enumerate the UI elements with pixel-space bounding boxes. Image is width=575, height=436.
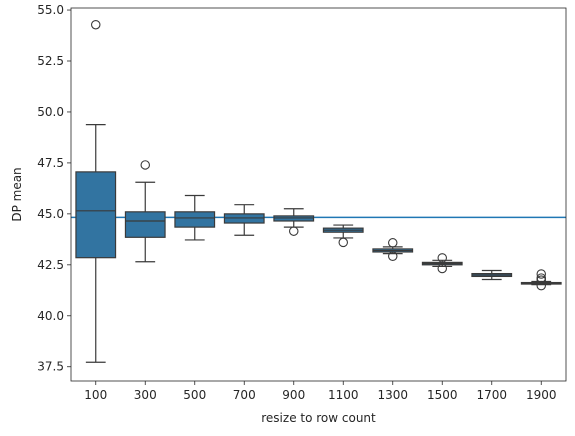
box-group bbox=[372, 238, 414, 262]
box-iqr bbox=[124, 211, 166, 238]
x-tick-label: 1100 bbox=[328, 388, 359, 402]
outlier-point bbox=[536, 280, 546, 291]
box-group bbox=[75, 19, 117, 363]
y-tick-label: 37.5 bbox=[37, 360, 64, 374]
y-tick-label: 55.0 bbox=[37, 3, 64, 17]
x-tick-label: 1900 bbox=[526, 388, 557, 402]
y-tick-label: 47.5 bbox=[37, 156, 64, 170]
y-tick-label: 52.5 bbox=[37, 54, 64, 68]
box-group bbox=[471, 269, 513, 281]
box-group bbox=[322, 224, 364, 248]
box-iqr bbox=[75, 171, 117, 259]
x-tick-label: 100 bbox=[84, 388, 107, 402]
x-tick-label: 900 bbox=[282, 388, 305, 402]
outlier-point bbox=[536, 269, 546, 279]
outlier-point bbox=[437, 253, 447, 263]
y-tick-label: 40.0 bbox=[37, 309, 64, 323]
box-group bbox=[421, 253, 463, 274]
plot-frame bbox=[70, 7, 567, 382]
x-tick-label: 300 bbox=[134, 388, 157, 402]
y-tick-label: 50.0 bbox=[37, 105, 64, 119]
box-group bbox=[174, 194, 216, 241]
x-tick-label: 1700 bbox=[476, 388, 507, 402]
y-tick-label: 42.5 bbox=[37, 258, 64, 272]
outlier-point bbox=[387, 238, 398, 248]
outlier-point bbox=[91, 19, 101, 30]
axis-ticks: 37.5 40.0 42.5 45.0 47.5 50.0 52.5 55.0 100 300 50… bbox=[37, 3, 556, 402]
outlier-point bbox=[387, 251, 398, 262]
box-iqr bbox=[174, 211, 216, 228]
x-axis-label: resize to row count bbox=[261, 411, 376, 425]
box-group bbox=[273, 208, 315, 236]
boxes-layer bbox=[75, 19, 562, 363]
outlier-point bbox=[437, 263, 447, 274]
x-tick-label: 1300 bbox=[377, 388, 408, 402]
box-group bbox=[124, 160, 166, 263]
box-group bbox=[223, 204, 265, 236]
y-tick-label: 45.0 bbox=[37, 207, 64, 221]
x-tick-label: 1500 bbox=[427, 388, 458, 402]
x-tick-label: 500 bbox=[183, 388, 206, 402]
outlier-point bbox=[140, 160, 151, 170]
outlier-point bbox=[536, 275, 546, 285]
outlier-point bbox=[338, 237, 348, 248]
y-axis-label: DP mean bbox=[10, 167, 24, 221]
box-group bbox=[520, 269, 562, 291]
x-tick-label: 700 bbox=[233, 388, 256, 402]
outlier-point bbox=[288, 226, 299, 236]
